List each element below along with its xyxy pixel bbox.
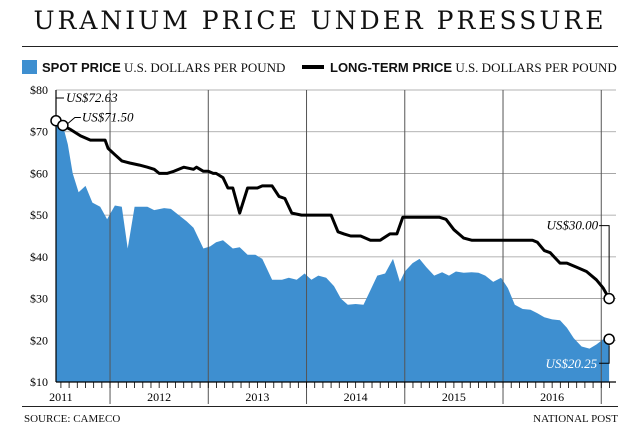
spot-swatch [22, 60, 37, 74]
year-label: 2014 [344, 390, 368, 404]
year-label: 2013 [245, 390, 269, 404]
year-label: 2015 [442, 390, 466, 404]
annotation-leader [599, 225, 610, 293]
title-rule-top [22, 46, 618, 47]
marker-circle [57, 119, 69, 132]
chart-legend: SPOT PRICE U.S. DOLLARS PER POUND LONG-T… [22, 60, 622, 80]
marker-circle [603, 333, 615, 345]
y-tick-label: $10 [30, 375, 48, 389]
y-tick-label: $80 [30, 83, 48, 97]
long-term-price-line [55, 119, 611, 300]
y-tick-label: $70 [30, 125, 48, 139]
long-term-swatch [302, 65, 324, 69]
y-tick-label: $30 [30, 292, 48, 306]
year-label: 2011 [49, 390, 73, 404]
legend-item-longterm: LONG-TERM PRICE U.S. DOLLARS PER POUND [302, 60, 617, 76]
annotation-label: US$72.63 [66, 90, 118, 105]
annotation-leader [599, 345, 610, 364]
legend-longterm-unit: U.S. DOLLARS PER POUND [455, 60, 617, 75]
y-tick-label: $40 [30, 250, 48, 264]
legend-item-spot: SPOT PRICE U.S. DOLLARS PER POUND [22, 60, 285, 76]
chart-title: URANIUM PRICE UNDER PRESSURE [33, 6, 607, 35]
footer-rule [22, 406, 618, 407]
legend-longterm-label: LONG-TERM PRICE [330, 60, 453, 75]
annotation-leader [67, 116, 81, 124]
y-tick-label: $20 [30, 333, 48, 347]
spot-price-area [56, 120, 610, 382]
marker-circle [603, 292, 615, 305]
source-note: SOURCE: CAMECO [24, 413, 121, 425]
year-label: 2016 [540, 390, 564, 404]
legend-spot-unit: U.S. DOLLARS PER POUND [124, 60, 286, 75]
y-tick-label: $60 [30, 166, 48, 180]
annotation-leader [55, 97, 64, 116]
legend-spot-label: SPOT PRICE [42, 60, 121, 75]
y-tick-label: $50 [30, 208, 48, 222]
annotation-label: US$30.00 [546, 218, 598, 233]
credit-note: NATIONAL POST [533, 413, 618, 425]
annotation-label: US$20.25 [545, 356, 597, 371]
year-label: 2012 [147, 390, 171, 404]
annotation-label: US$71.50 [82, 109, 134, 124]
